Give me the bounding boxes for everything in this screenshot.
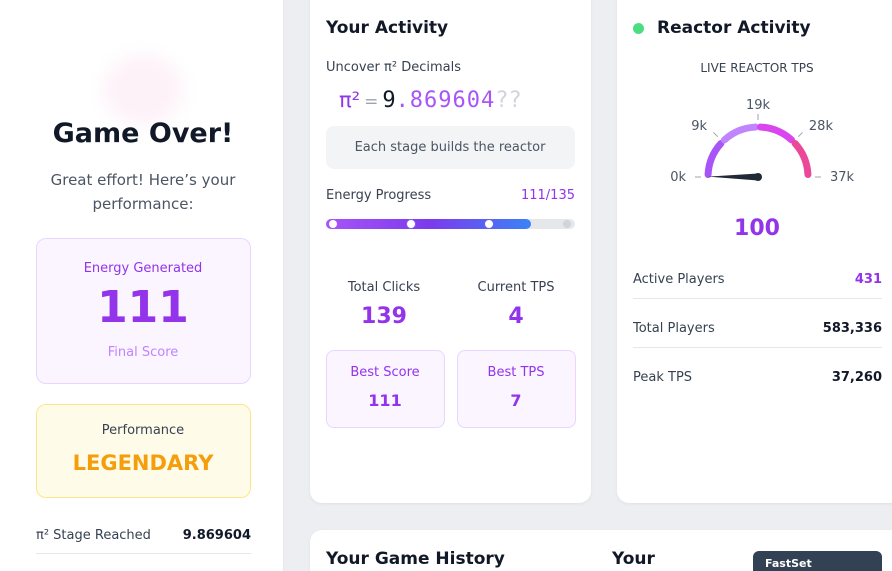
performance-label: Performance	[101, 423, 185, 438]
avatar-blur	[103, 55, 183, 125]
gauge-tick-label: 37k	[830, 170, 855, 185]
subtitle: Great effort! Here’s your performance:	[50, 171, 236, 213]
divider	[36, 553, 251, 554]
gauge-tick-label: 9k	[691, 119, 707, 134]
row-divider	[633, 347, 882, 348]
gauge-arc	[791, 139, 812, 179]
reactor-title: Reactor Activity	[657, 18, 811, 38]
activity-title: Your Activity	[326, 18, 449, 38]
best-box	[457, 350, 576, 428]
gauge-arc	[720, 123, 760, 144]
pi-integer: 9	[382, 88, 396, 113]
gauge-tick-label: 0k	[670, 170, 686, 185]
progress-track	[326, 219, 575, 229]
milestone	[406, 219, 416, 229]
pi-symbol: π²	[339, 88, 361, 112]
game-over-title: Game Over!	[52, 118, 234, 149]
stat-label: Total Clicks	[347, 280, 421, 295]
row-value: 431	[854, 272, 882, 287]
gauge-arc	[704, 139, 725, 179]
energy-value: 111	[97, 282, 189, 333]
gauge-needle	[708, 173, 759, 181]
live-dot	[633, 23, 644, 34]
stage-value: 9.869604	[182, 528, 251, 543]
stat-label: Best TPS	[487, 365, 545, 380]
row-value: 583,336	[822, 321, 882, 336]
pi-hidden: ??	[495, 88, 522, 113]
pi-label: Uncover π² Decimals	[326, 60, 461, 75]
stat-value: 111	[368, 391, 402, 410]
stat-value: 139	[361, 304, 407, 329]
pi-equals: =	[364, 92, 379, 112]
gauge-tick	[713, 132, 719, 138]
energy-box	[36, 238, 251, 384]
reactor-card	[617, 0, 892, 503]
progress-fill	[326, 219, 531, 229]
gauge-arc	[756, 123, 796, 144]
badge[interactable]	[753, 551, 882, 571]
row-value: 37,260	[831, 370, 882, 385]
row-label: Peak TPS	[633, 370, 693, 385]
gauge-label: LIVE REACTOR TPS	[700, 61, 814, 75]
badge-text[interactable]: FastSet	[765, 557, 812, 570]
gauge: 0k 9k 19k 28k 37k	[670, 98, 855, 185]
milestone	[328, 219, 338, 229]
stat-label: Current TPS	[477, 280, 555, 295]
note-box	[326, 126, 575, 169]
milestone	[484, 219, 494, 229]
note: Each stage builds the reactor	[354, 140, 546, 155]
pi-row: π² = 9.869604??	[339, 88, 522, 113]
gauge-tick-label: 19k	[746, 98, 771, 113]
history-side-title: Your	[612, 549, 655, 569]
row-divider	[633, 298, 882, 299]
stat-value: 7	[510, 391, 522, 410]
energy-caption: Final Score	[107, 345, 179, 360]
best-box	[326, 350, 445, 428]
gauge-value: 100	[734, 216, 780, 241]
pi-revealed: .869604	[395, 88, 496, 113]
gauge-tick	[797, 132, 803, 138]
milestone	[563, 220, 571, 228]
progress-label: Energy Progress	[326, 188, 432, 203]
performance-box	[36, 404, 251, 498]
stage-label: π² Stage Reached	[36, 528, 151, 543]
progress-text: 111/135	[520, 188, 575, 203]
row-label: Active Players	[633, 272, 725, 287]
performance-rating: LEGENDARY	[72, 451, 214, 475]
energy-label: Energy Generated	[83, 261, 203, 276]
stat-label: Best Score	[350, 365, 420, 380]
history-title: Your Game History	[326, 549, 505, 569]
stat-value: 4	[508, 304, 524, 329]
row-label: Total Players	[633, 321, 715, 336]
gauge-tick-label: 28k	[809, 119, 834, 134]
gauge-hub	[754, 173, 762, 181]
